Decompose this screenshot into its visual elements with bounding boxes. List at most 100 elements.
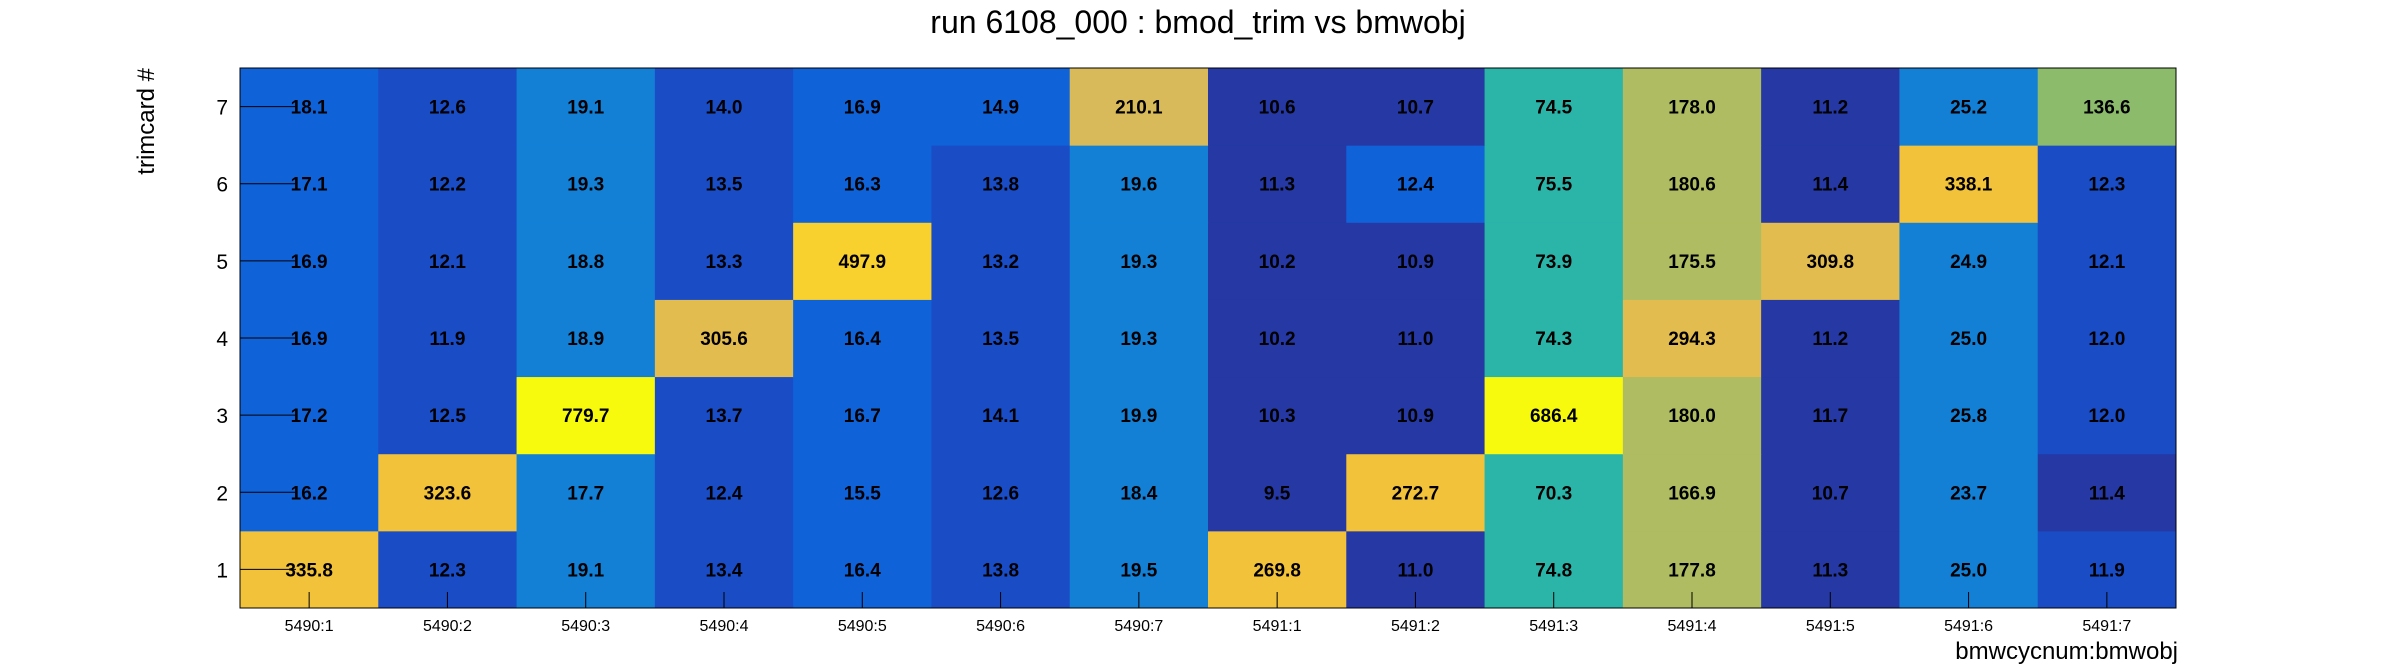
cell-value-label: 15.5 bbox=[844, 483, 881, 504]
heatmap-cell bbox=[1761, 299, 1900, 378]
x-tick-label: 5491:2 bbox=[1391, 618, 1440, 635]
x-tick-label: 5490:3 bbox=[561, 618, 610, 635]
heatmap-cell bbox=[1208, 68, 1347, 146]
heatmap-cell bbox=[1484, 68, 1624, 146]
heatmap-cell bbox=[1208, 376, 1347, 455]
heatmap-cell bbox=[654, 453, 794, 532]
cell-value-label: 12.5 bbox=[429, 406, 466, 427]
cell-value-label: 25.0 bbox=[1950, 329, 1987, 350]
cell-value-label: 16.7 bbox=[844, 406, 881, 427]
heatmap-cell bbox=[1899, 68, 2039, 146]
cell-value-label: 25.2 bbox=[1950, 98, 1987, 119]
heatmap-cell bbox=[1346, 299, 1486, 378]
heatmap-cell bbox=[1208, 145, 1347, 223]
x-tick-label: 5491:5 bbox=[1806, 618, 1855, 635]
y-tick-label: 1 bbox=[216, 559, 228, 582]
chart-title: run 6108_000 : bmod_trim vs bmwobj bbox=[930, 4, 1465, 40]
cell-value-label: 335.8 bbox=[285, 560, 333, 581]
heatmap-cell bbox=[654, 222, 794, 300]
cell-value-label: 25.0 bbox=[1950, 560, 1987, 581]
cell-value-label: 12.0 bbox=[2088, 329, 2125, 350]
heatmap-cell bbox=[1069, 453, 1209, 532]
heatmap-cell bbox=[1069, 68, 1209, 146]
y-tick-label: 7 bbox=[216, 97, 228, 120]
heatmap-cell bbox=[2037, 68, 2177, 146]
cell-value-label: 10.7 bbox=[1812, 483, 1849, 504]
cell-value-label: 9.5 bbox=[1264, 483, 1291, 504]
cell-value-label: 305.6 bbox=[700, 329, 748, 350]
cell-value-label: 17.1 bbox=[291, 175, 328, 196]
cell-value-label: 25.8 bbox=[1950, 406, 1987, 427]
cell-value-label: 779.7 bbox=[562, 406, 610, 427]
heatmap-cell bbox=[1346, 222, 1486, 300]
x-tick-label: 5491:1 bbox=[1253, 618, 1302, 635]
heatmap-cell bbox=[654, 145, 794, 223]
y-tick-label: 5 bbox=[216, 251, 228, 274]
cell-value-label: 16.9 bbox=[844, 98, 881, 119]
cell-value-label: 11.2 bbox=[1812, 329, 1848, 350]
heatmap-cell bbox=[1484, 222, 1624, 300]
cell-value-label: 12.6 bbox=[982, 483, 1019, 504]
x-tick-label: 5490:6 bbox=[976, 618, 1025, 635]
heatmap-cell bbox=[1069, 145, 1209, 223]
cell-value-label: 18.8 bbox=[567, 252, 604, 273]
heatmap-cell bbox=[1346, 376, 1486, 455]
heatmap-cell bbox=[516, 222, 656, 300]
cell-value-label: 12.3 bbox=[429, 560, 466, 581]
cell-value-label: 180.6 bbox=[1668, 175, 1716, 196]
cell-value-label: 11.4 bbox=[2089, 483, 2125, 504]
cell-value-label: 13.8 bbox=[982, 175, 1019, 196]
x-axis-ticks: 5490:1 5490:2 5490:3 5490:4 5490:5 5490:6 5490… bbox=[285, 592, 2131, 635]
cell-value-label: 11.4 bbox=[1812, 175, 1848, 196]
heatmap-cell bbox=[793, 145, 932, 223]
cell-value-label: 12.4 bbox=[706, 483, 743, 504]
cell-value-label: 23.7 bbox=[1950, 483, 1987, 504]
heatmap-cells bbox=[240, 68, 2177, 609]
cell-value-label: 12.4 bbox=[1397, 175, 1434, 196]
heatmap-cell bbox=[1899, 453, 2039, 532]
cell-value-label: 19.9 bbox=[1120, 406, 1157, 427]
cell-value-label: 17.2 bbox=[291, 406, 328, 427]
heatmap-cell bbox=[793, 299, 932, 378]
cell-value-label: 13.7 bbox=[706, 406, 743, 427]
heatmap-cell bbox=[1346, 68, 1486, 146]
heatmap-cell bbox=[1899, 299, 2039, 378]
cell-value-label: 269.8 bbox=[1253, 560, 1301, 581]
heatmap-cell bbox=[1069, 376, 1209, 455]
cell-value-label: 12.2 bbox=[429, 175, 466, 196]
heatmap-cell bbox=[2037, 299, 2177, 378]
heatmap-cell bbox=[1622, 68, 1762, 146]
cell-value-label: 166.9 bbox=[1668, 483, 1716, 504]
cell-value-label: 10.9 bbox=[1397, 406, 1434, 427]
cell-value-label: 14.9 bbox=[982, 98, 1019, 119]
heatmap-cell bbox=[1484, 145, 1624, 223]
cell-value-label: 175.5 bbox=[1668, 252, 1716, 273]
cell-value-label: 19.5 bbox=[1120, 560, 1157, 581]
heatmap-cell bbox=[1761, 376, 1900, 455]
y-tick-label: 6 bbox=[216, 174, 228, 197]
x-axis-title: bmwcycnum:bmwobj bbox=[1955, 638, 2178, 665]
cell-value-label: 73.9 bbox=[1535, 252, 1572, 273]
x-tick-label: 5491:6 bbox=[1944, 618, 1993, 635]
heatmap-cell bbox=[793, 453, 932, 532]
cell-value-label: 10.6 bbox=[1259, 98, 1296, 119]
heatmap-cell bbox=[793, 68, 932, 146]
y-tick-label: 2 bbox=[216, 482, 228, 505]
heatmap-cell bbox=[1484, 376, 1624, 455]
cell-value-label: 10.9 bbox=[1397, 252, 1434, 273]
y-axis-ticks: 1 2 3 4 5 6 7 bbox=[216, 97, 296, 582]
heatmap-cell bbox=[1761, 453, 1900, 532]
heatmap-cell bbox=[931, 68, 1071, 146]
heatmap-cell bbox=[1484, 453, 1624, 532]
heatmap-cell bbox=[793, 222, 932, 300]
heatmap-cell bbox=[1761, 68, 1900, 146]
cell-value-label: 75.5 bbox=[1535, 175, 1572, 196]
cell-value-label: 272.7 bbox=[1392, 483, 1440, 504]
cell-value-label: 11.3 bbox=[1259, 175, 1295, 196]
heatmap-cell bbox=[516, 376, 656, 455]
cell-value-label: 686.4 bbox=[1530, 406, 1578, 427]
cell-value-label: 11.9 bbox=[2089, 560, 2125, 581]
y-tick-label: 4 bbox=[216, 328, 228, 351]
cell-value-label: 13.4 bbox=[706, 560, 743, 581]
